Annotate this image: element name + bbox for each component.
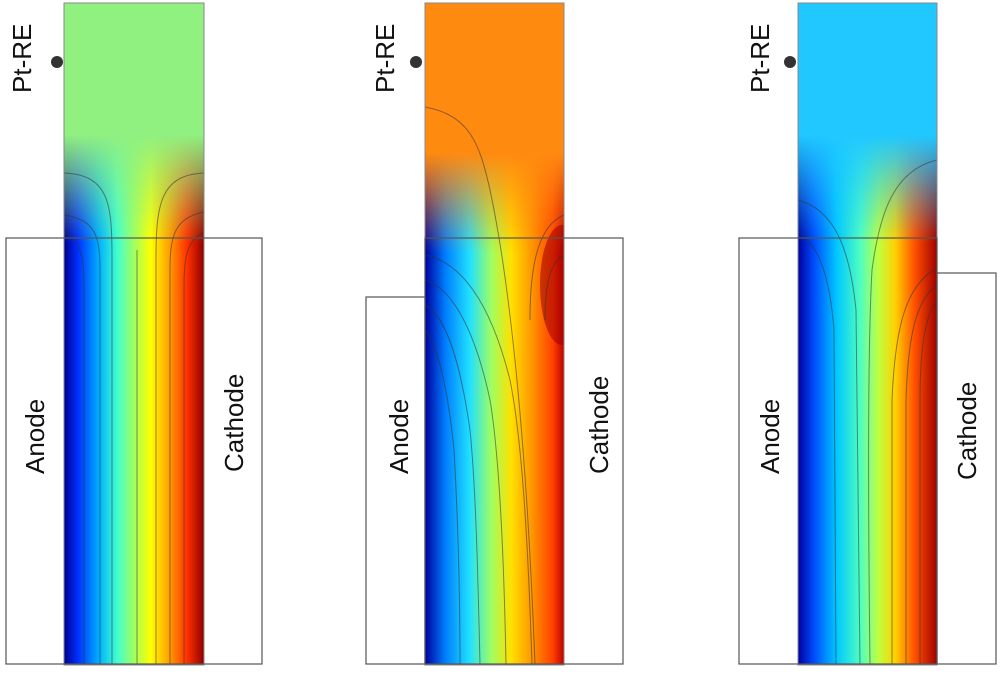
reference-electrode-dot-1 [51, 56, 63, 68]
reference-electrode-label-2: Pt-RE [370, 24, 400, 93]
cathode-outline-3 [936, 272, 997, 665]
anode-outline-2 [365, 296, 426, 665]
cell-outline-1 [5, 237, 263, 665]
anode-label-2: Anode [384, 399, 414, 474]
cathode-label-1: Cathode [219, 374, 249, 472]
potential-field-1 [64, 3, 204, 665]
cathode-label-2: Cathode [584, 376, 614, 474]
reference-electrode-dot-2 [410, 56, 422, 68]
contour-lines-2 [425, 106, 564, 665]
panel-1: Pt-RE Anode Cathode [5, 2, 263, 666]
potential-field-3 [798, 3, 937, 665]
cathode-label-3: Cathode [952, 382, 982, 480]
potential-field-2 [425, 3, 564, 665]
anode-label-3: Anode [755, 399, 785, 474]
contour-lines-1 [64, 172, 204, 665]
anode-label-1: Anode [20, 399, 50, 474]
reference-electrode-label-3: Pt-RE [745, 24, 775, 93]
reference-electrode-label-1: Pt-RE [7, 24, 37, 93]
panel-3: Pt-RE Anode Cathode [738, 2, 997, 666]
panel-2: Pt-RE Anode Cathode [365, 2, 624, 666]
reference-electrode-dot-3 [784, 56, 796, 68]
